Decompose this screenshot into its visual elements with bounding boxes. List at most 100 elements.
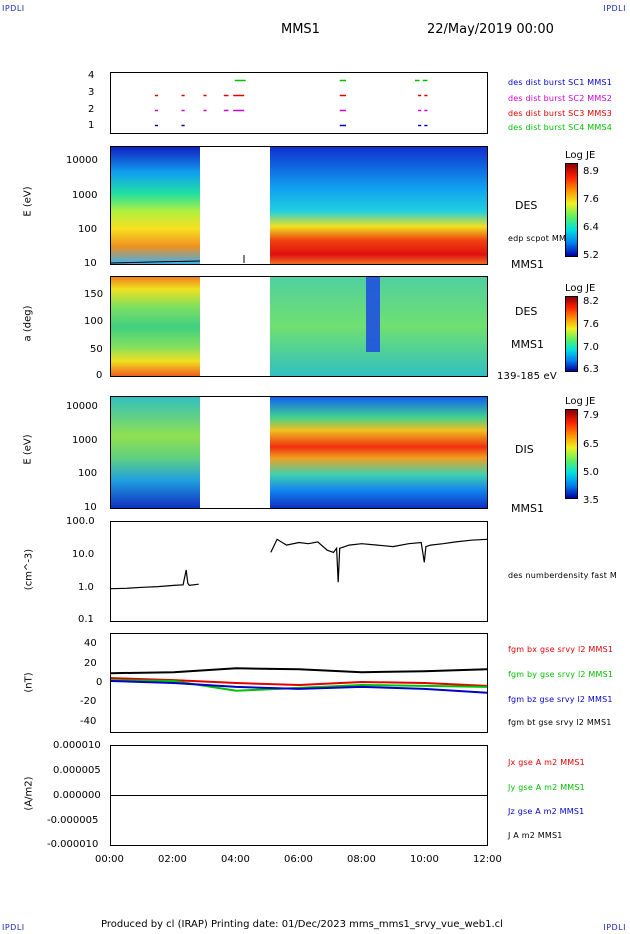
des-pa-tick-150: 150 xyxy=(84,289,104,300)
des-pitch-energy: 139-185 eV xyxy=(497,371,557,382)
des-pitch-feature xyxy=(366,277,380,352)
des-pitch-ylabel: a (deg) xyxy=(22,305,34,342)
des-e-tick-10: 10 xyxy=(84,258,97,269)
corner-label-top-right: IPDLI xyxy=(603,4,626,13)
field-plot xyxy=(111,667,487,694)
dis-energy-panel xyxy=(110,396,488,509)
des-pa-cb-tick-4: 6.3 xyxy=(583,364,599,375)
density-panel xyxy=(110,521,488,622)
x-tick-0200: 02:00 xyxy=(158,854,187,865)
density-ylabel: (cm^-3) xyxy=(23,548,35,591)
density-tick-10: 10.0 xyxy=(72,549,95,560)
dis-e-tick-10000: 10000 xyxy=(66,401,98,412)
burst-y-tick-2: 2 xyxy=(88,104,95,115)
x-tick-1000: 10:00 xyxy=(410,854,439,865)
corner-label-top-left: IPDLI xyxy=(2,4,25,13)
density-legend: des numberdensity fast M xyxy=(508,571,617,580)
corner-label-bottom-left: IPDLI xyxy=(2,923,25,932)
des-e-tick-100: 100 xyxy=(78,224,98,235)
des-e-tick-10000: 10000 xyxy=(66,155,98,166)
field-bt-line xyxy=(111,667,487,675)
des-e-cb-tick-4: 5.2 xyxy=(583,250,599,261)
x-tick-0800: 08:00 xyxy=(347,854,376,865)
dis-e-cb-title: Log JE xyxy=(565,396,596,407)
burst-legend-sc4: des dist burst SC4 MMS4 xyxy=(508,123,613,132)
des-e-cb-tick-3: 6.4 xyxy=(583,222,599,233)
x-tick-0600: 06:00 xyxy=(284,854,313,865)
field-legend-bz: fgm bz gse srvy l2 MMS1 xyxy=(508,695,613,704)
des-energy-tag: DES xyxy=(515,199,538,212)
dis-e-colorbar xyxy=(565,409,578,499)
burst-legend-sc2: des dist burst SC2 MMS2 xyxy=(508,94,613,103)
des-pa-colorbar xyxy=(565,296,578,372)
x-tick-0400: 04:00 xyxy=(221,854,250,865)
des-pa-cb-tick-2: 7.6 xyxy=(583,319,599,330)
scpot-label: edp scpot MMS1 xyxy=(508,234,577,243)
des-energy-spectrogram xyxy=(111,147,487,264)
des-e-colorbar xyxy=(565,163,578,257)
dis-energy-block-right xyxy=(270,397,487,508)
des-energy-block-left xyxy=(111,147,200,264)
des-pa-tick-50: 50 xyxy=(90,344,103,355)
des-pa-tick-100: 100 xyxy=(84,316,104,327)
current-plot xyxy=(111,795,487,796)
dis-e-cb-tick-4: 3.5 xyxy=(583,495,599,506)
dis-e-cb-tick-2: 6.5 xyxy=(583,439,599,450)
des-pitch-spectrogram xyxy=(111,277,487,376)
field-bz-line xyxy=(111,680,487,694)
dis-e-cb-tick-3: 5.0 xyxy=(583,467,599,478)
footer-credits: Produced by cl (IRAP) Printing date: 01/… xyxy=(101,919,503,930)
density-plot xyxy=(111,538,487,590)
dis-e-tick-10: 10 xyxy=(84,502,97,513)
current-legend-jz: Jz gse A m2 MMS1 xyxy=(508,807,585,816)
current-tick-4: -0.000005 xyxy=(47,815,99,826)
current-ylabel: (A/m2) xyxy=(23,776,35,811)
current-panel xyxy=(110,745,488,846)
des-pitch-tag: DES xyxy=(515,305,538,318)
current-legend-j: J A m2 MMS1 xyxy=(508,831,563,840)
dis-e-cb-tick-1: 7.9 xyxy=(583,410,599,421)
des-pitch-block-left xyxy=(111,277,200,376)
field-tick-0: 0 xyxy=(96,677,103,688)
burst-y-tick-4: 4 xyxy=(88,70,95,81)
current-tick-2: 0.000005 xyxy=(53,765,101,776)
field-tick-20: 20 xyxy=(84,658,97,669)
field-tick-minus40: -40 xyxy=(80,716,97,727)
burst-legend-sc3: des dist burst SC3 MMS3 xyxy=(508,109,613,118)
burst-panel xyxy=(110,72,488,134)
des-pitch-panel xyxy=(110,276,488,377)
field-tick-40: 40 xyxy=(84,638,97,649)
x-tick-1200: 12:00 xyxy=(473,854,502,865)
density-tick-1: 1.0 xyxy=(78,582,94,593)
dis-energy-block-left xyxy=(111,397,200,508)
current-tick-5: -0.000010 xyxy=(47,839,99,850)
current-tick-1: 0.000010 xyxy=(53,740,101,751)
burst-y-tick-3: 3 xyxy=(88,87,95,98)
density-tick-0.1: 0.1 xyxy=(78,614,94,625)
des-e-cb-tick-2: 7.6 xyxy=(583,194,599,205)
des-energy-sc: MMS1 xyxy=(511,258,544,271)
des-e-cb-tick-1: 8.9 xyxy=(583,166,599,177)
date-title: 22/May/2019 00:00 xyxy=(427,22,554,37)
burst-y-tick-1: 1 xyxy=(88,120,95,131)
des-e-tick-1000: 1000 xyxy=(72,190,98,201)
current-tick-3: 0.000000 xyxy=(53,790,101,801)
field-legend-bx: fgm bx gse srvy l2 MMS1 xyxy=(508,645,614,654)
density-line-early xyxy=(111,569,199,590)
density-line-late xyxy=(270,538,487,583)
x-tick-0000: 00:00 xyxy=(95,854,124,865)
spacecraft-title: MMS1 xyxy=(281,22,320,37)
dis-e-tick-100: 100 xyxy=(78,468,98,479)
field-legend-by: fgm by gse srvy l2 MMS1 xyxy=(508,670,614,679)
des-energy-ylabel: E (eV) xyxy=(22,186,34,217)
density-tick-100: 100.0 xyxy=(66,516,95,527)
des-pa-cb-tick-1: 8.2 xyxy=(583,296,599,307)
des-energy-panel xyxy=(110,146,488,265)
field-legend-bt: fgm bt gse srvy l2 MMS1 xyxy=(508,718,612,727)
burst-legend-sc1: des dist burst SC1 MMS1 xyxy=(508,78,613,87)
dis-e-tick-1000: 1000 xyxy=(72,435,98,446)
des-e-cb-title: Log JE xyxy=(565,150,596,161)
field-panel xyxy=(110,633,488,733)
dis-energy-ylabel: E (eV) xyxy=(22,434,34,465)
field-tick-minus20: -20 xyxy=(80,696,97,707)
